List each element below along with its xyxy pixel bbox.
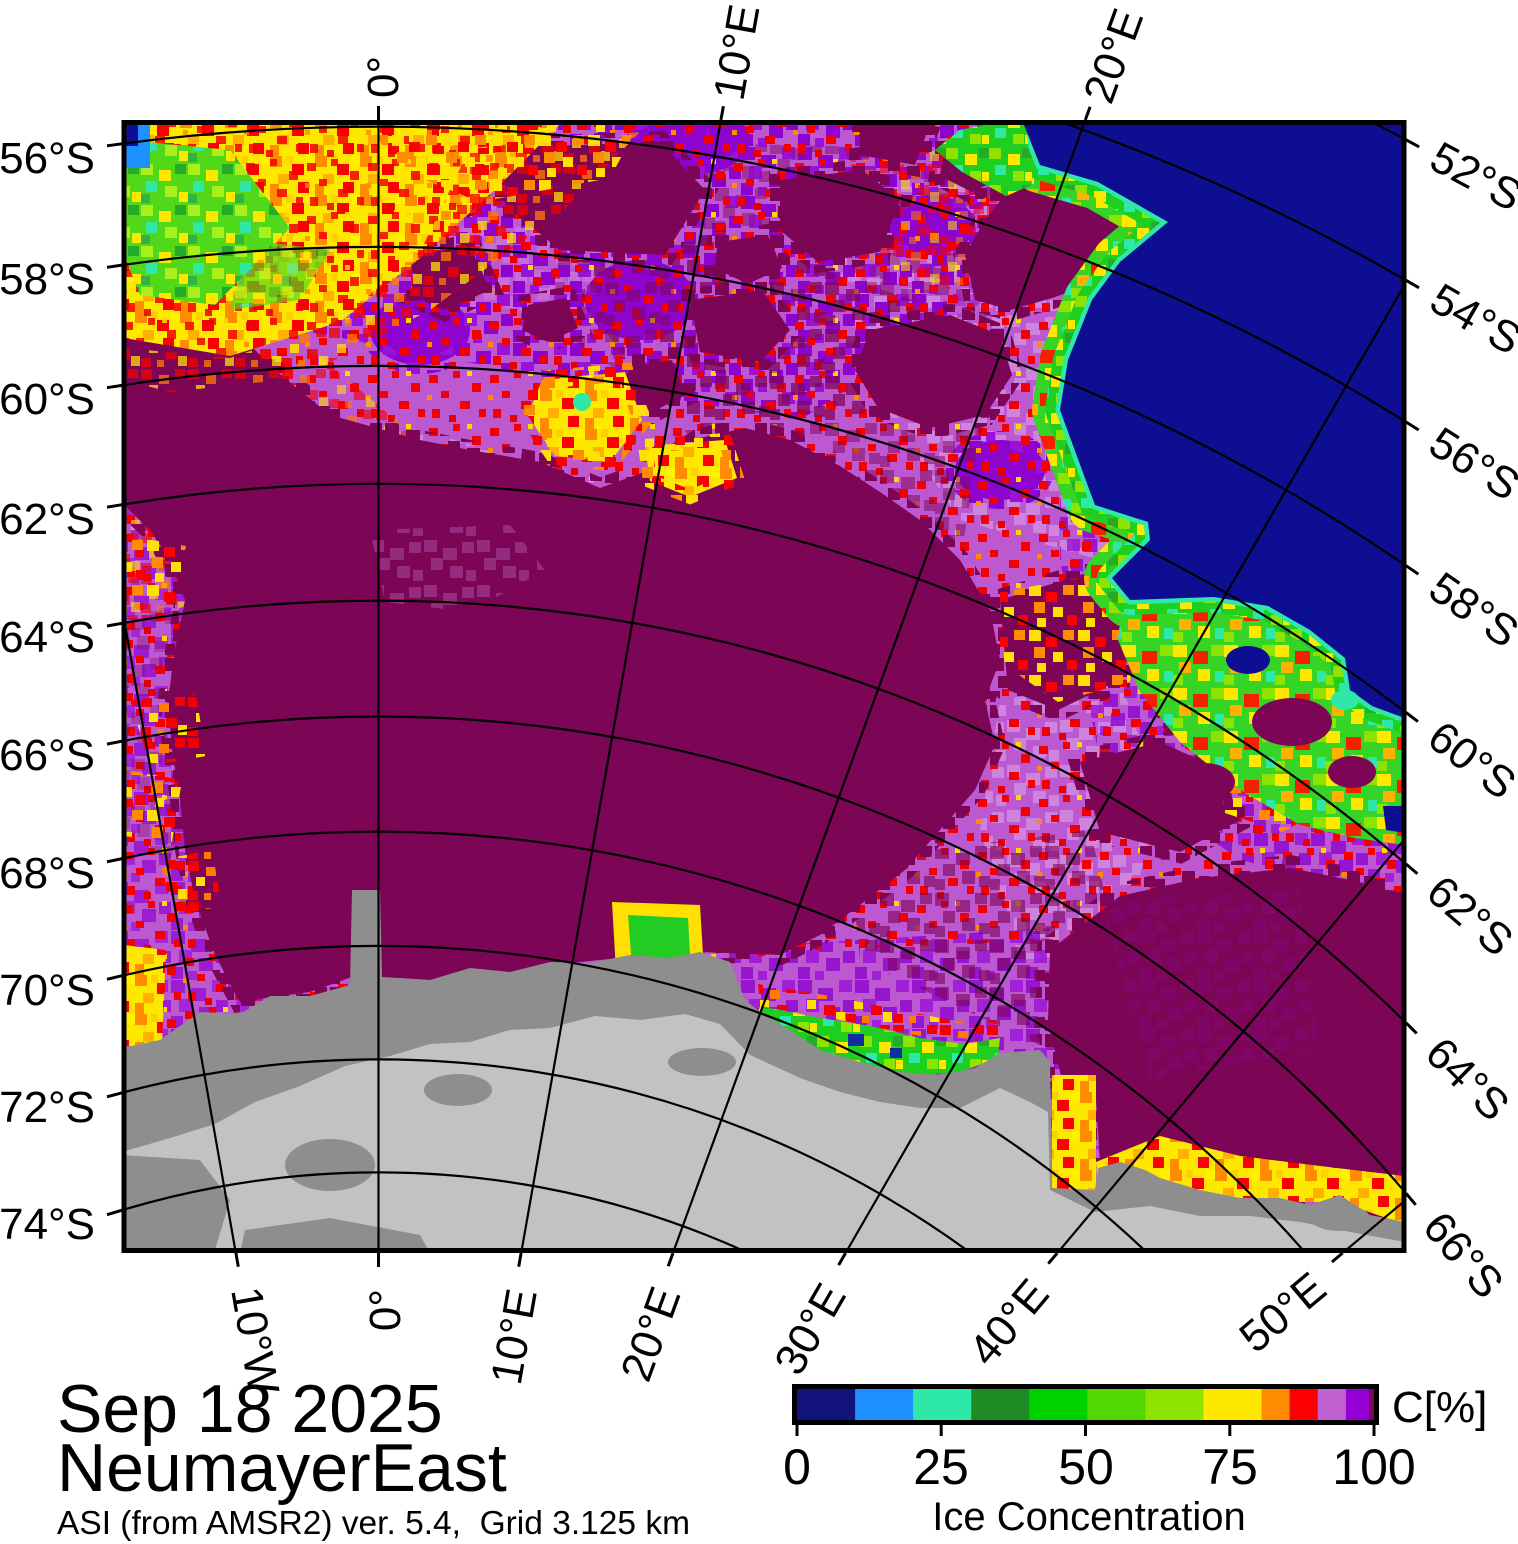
svg-text:50: 50: [1058, 1439, 1114, 1495]
svg-text:Ice Concentration: Ice Concentration: [932, 1495, 1246, 1539]
svg-text:C[%]: C[%]: [1392, 1383, 1487, 1432]
svg-text:25: 25: [913, 1439, 969, 1495]
svg-text:72°S: 72°S: [0, 1083, 95, 1132]
svg-text:0°: 0°: [361, 1289, 410, 1331]
svg-text:62°S: 62°S: [0, 495, 95, 544]
svg-text:ASI (from AMSR2) ver. 5.4, Gr: ASI (from AMSR2) ver. 5.4, Grid 3.125 km: [57, 1505, 690, 1542]
svg-text:Sep 18 2025: Sep 18 2025: [57, 1371, 443, 1447]
svg-text:0°: 0°: [359, 56, 408, 98]
svg-text:75: 75: [1202, 1439, 1258, 1495]
svg-text:74°S: 74°S: [0, 1200, 95, 1249]
svg-text:100: 100: [1332, 1439, 1415, 1495]
svg-text:64°S: 64°S: [0, 613, 95, 662]
svg-text:0: 0: [783, 1439, 811, 1495]
svg-text:68°S: 68°S: [0, 849, 95, 898]
svg-text:66°S: 66°S: [0, 731, 95, 780]
svg-text:70°S: 70°S: [0, 966, 95, 1015]
svg-text:60°S: 60°S: [0, 375, 95, 424]
svg-text:56°S: 56°S: [0, 134, 95, 183]
svg-text:58°S: 58°S: [0, 255, 95, 304]
svg-text:NeumayerEast: NeumayerEast: [57, 1430, 507, 1506]
